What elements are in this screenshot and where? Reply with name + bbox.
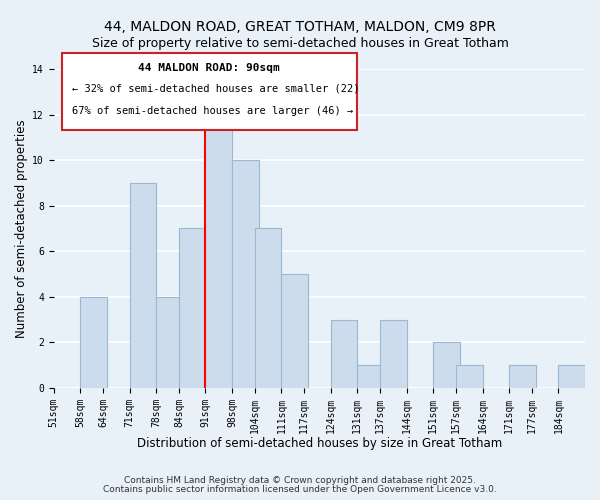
- Text: Contains HM Land Registry data © Crown copyright and database right 2025.: Contains HM Land Registry data © Crown c…: [124, 476, 476, 485]
- Bar: [456, 365, 482, 388]
- Bar: [130, 183, 156, 388]
- Bar: [380, 320, 407, 388]
- Text: Contains public sector information licensed under the Open Government Licence v3: Contains public sector information licen…: [103, 485, 497, 494]
- Text: 67% of semi-detached houses are larger (46) →: 67% of semi-detached houses are larger (…: [72, 106, 353, 116]
- X-axis label: Distribution of semi-detached houses by size in Great Totham: Distribution of semi-detached houses by …: [137, 437, 502, 450]
- Bar: [357, 365, 384, 388]
- Text: 44 MALDON ROAD: 90sqm: 44 MALDON ROAD: 90sqm: [138, 62, 280, 72]
- Text: 44, MALDON ROAD, GREAT TOTHAM, MALDON, CM9 8PR: 44, MALDON ROAD, GREAT TOTHAM, MALDON, C…: [104, 20, 496, 34]
- Bar: [80, 297, 107, 388]
- Text: Size of property relative to semi-detached houses in Great Totham: Size of property relative to semi-detach…: [92, 38, 508, 51]
- Bar: [559, 365, 585, 388]
- Bar: [179, 228, 205, 388]
- Text: ← 32% of semi-detached houses are smaller (22): ← 32% of semi-detached houses are smalle…: [72, 84, 360, 94]
- FancyBboxPatch shape: [62, 53, 356, 130]
- Bar: [433, 342, 460, 388]
- Bar: [331, 320, 357, 388]
- Y-axis label: Number of semi-detached properties: Number of semi-detached properties: [15, 119, 28, 338]
- Bar: [156, 297, 182, 388]
- Bar: [205, 114, 232, 388]
- Bar: [255, 228, 281, 388]
- Bar: [509, 365, 536, 388]
- Bar: [232, 160, 259, 388]
- Bar: [281, 274, 308, 388]
